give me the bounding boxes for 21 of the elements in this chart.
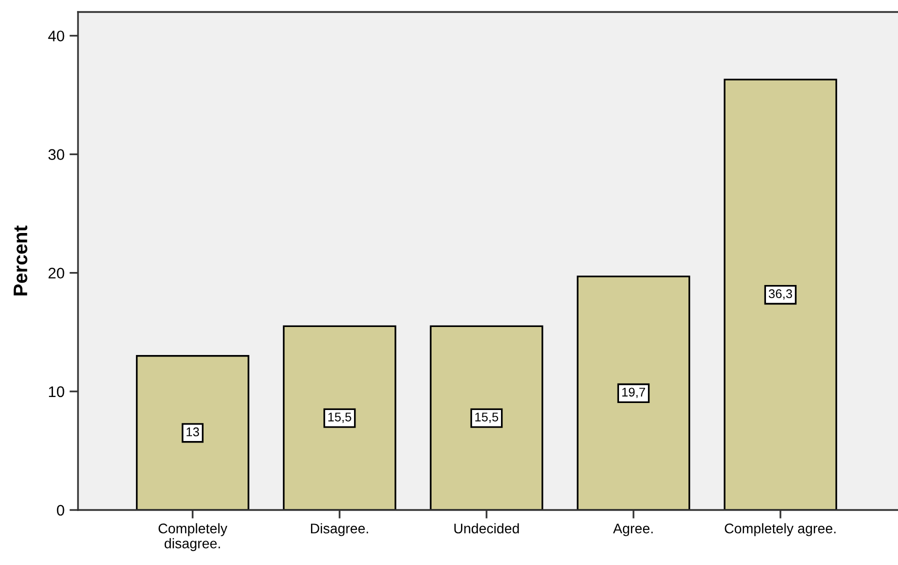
x-tick-label: Agree. [613, 524, 653, 536]
data-label: 13 [186, 427, 200, 436]
x-tick-label: Completely agree. [724, 523, 836, 536]
bar [136, 355, 250, 510]
y-tick-label: 40 [48, 30, 64, 42]
bar [430, 325, 544, 510]
data-label: 19,7 [622, 388, 646, 398]
x-tick-label: Undecided [454, 523, 519, 534]
x-tick-label: Disagree. [310, 523, 368, 536]
data-label: 15,5 [328, 412, 352, 423]
bar [724, 78, 838, 510]
y-tick-label: 30 [48, 149, 64, 160]
data-label: 36,3 [768, 289, 792, 300]
y-tick-label: 0 [56, 504, 64, 516]
bar [282, 325, 396, 510]
x-tick-label: Completely disagree. [158, 523, 228, 552]
y-tick-label: 20 [48, 268, 64, 279]
y-axis-title: Percent [14, 226, 28, 296]
data-label: 15,5 [475, 412, 498, 423]
y-tick-label: 10 [48, 386, 64, 398]
bar [576, 276, 690, 510]
